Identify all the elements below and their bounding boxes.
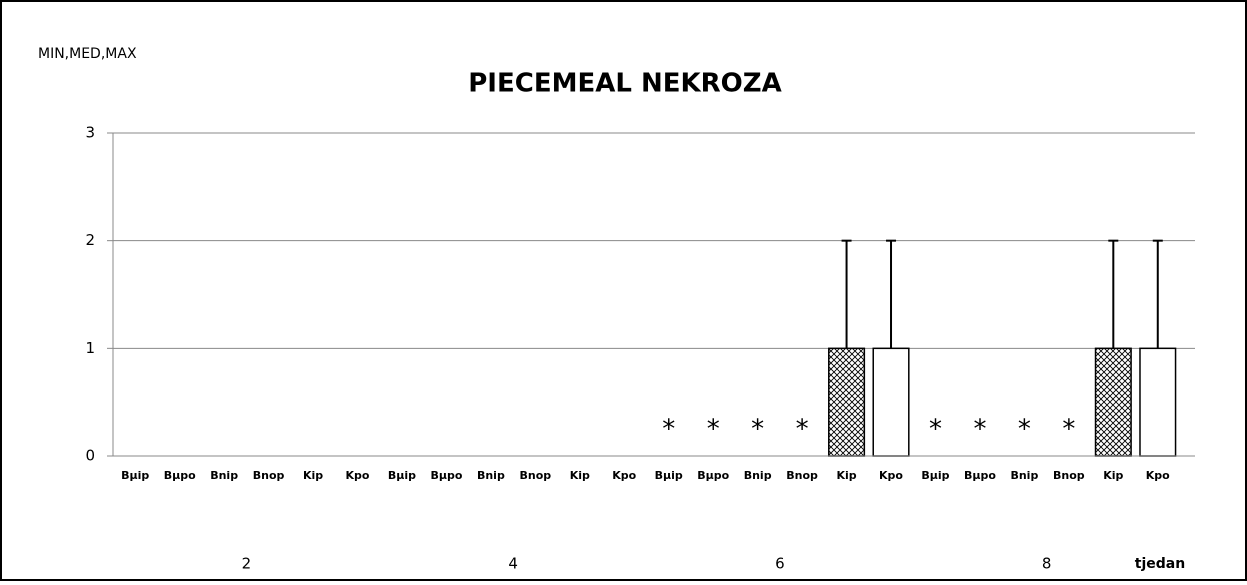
y-axis-label: MIN,MED,MAX <box>38 46 137 62</box>
x-tick-label: Kpo <box>879 469 903 482</box>
x-tick-label: Bnip <box>1010 469 1038 482</box>
x-tick-label: Bμpo <box>697 469 729 482</box>
x-axis-label: tjedan <box>1135 556 1185 572</box>
x-tick-label: Kip <box>303 469 323 482</box>
x-tick-label: Bnip <box>744 469 772 482</box>
x-tick-label: Kpo <box>346 469 370 482</box>
annotation: * <box>796 415 809 445</box>
x-tick-label: Bμip <box>388 469 416 482</box>
annotation: * <box>662 415 675 445</box>
x-tick-label: Kip <box>1103 469 1123 482</box>
y-tick-label: 3 <box>85 124 95 142</box>
x-tick-label: Bμip <box>655 469 683 482</box>
x-tick-label: Bnop <box>253 469 285 482</box>
x-tick-label: Bnip <box>477 469 505 482</box>
group-label: 8 <box>1042 555 1052 573</box>
y-tick-label: 0 <box>85 447 95 465</box>
annotation: * <box>707 415 720 445</box>
x-tick-label: Kip <box>836 469 856 482</box>
x-tick-label: Bμpo <box>164 469 196 482</box>
y-tick-label: 2 <box>85 231 95 249</box>
x-tick-label: Bnop <box>1053 469 1085 482</box>
x-tick-label: Bμip <box>121 469 149 482</box>
annotation: * <box>1062 415 1075 445</box>
bar <box>1139 347 1177 457</box>
annotation: * <box>751 415 764 445</box>
x-tick-label: Kip <box>570 469 590 482</box>
x-tick-label: Kpo <box>1146 469 1170 482</box>
annotation: * <box>929 415 942 445</box>
x-tick-label: Bμip <box>921 469 949 482</box>
x-tick-label: Bnop <box>520 469 552 482</box>
annotation: * <box>973 415 986 445</box>
bar <box>1094 347 1132 457</box>
x-tick-label: Bnip <box>210 469 238 482</box>
group-label: 2 <box>242 555 252 573</box>
y-tick-label: 1 <box>85 339 95 357</box>
group-label: 6 <box>775 555 785 573</box>
x-tick-label: Kpo <box>612 469 636 482</box>
annotation: * <box>1018 415 1031 445</box>
x-tick-label: Bμpo <box>964 469 996 482</box>
chart-title: PIECEMEAL NEKROZA <box>468 69 781 99</box>
bar <box>828 347 866 457</box>
x-tick-label: Bμpo <box>430 469 462 482</box>
x-tick-label: Bnop <box>786 469 818 482</box>
bar <box>872 347 910 457</box>
group-label: 4 <box>508 555 518 573</box>
